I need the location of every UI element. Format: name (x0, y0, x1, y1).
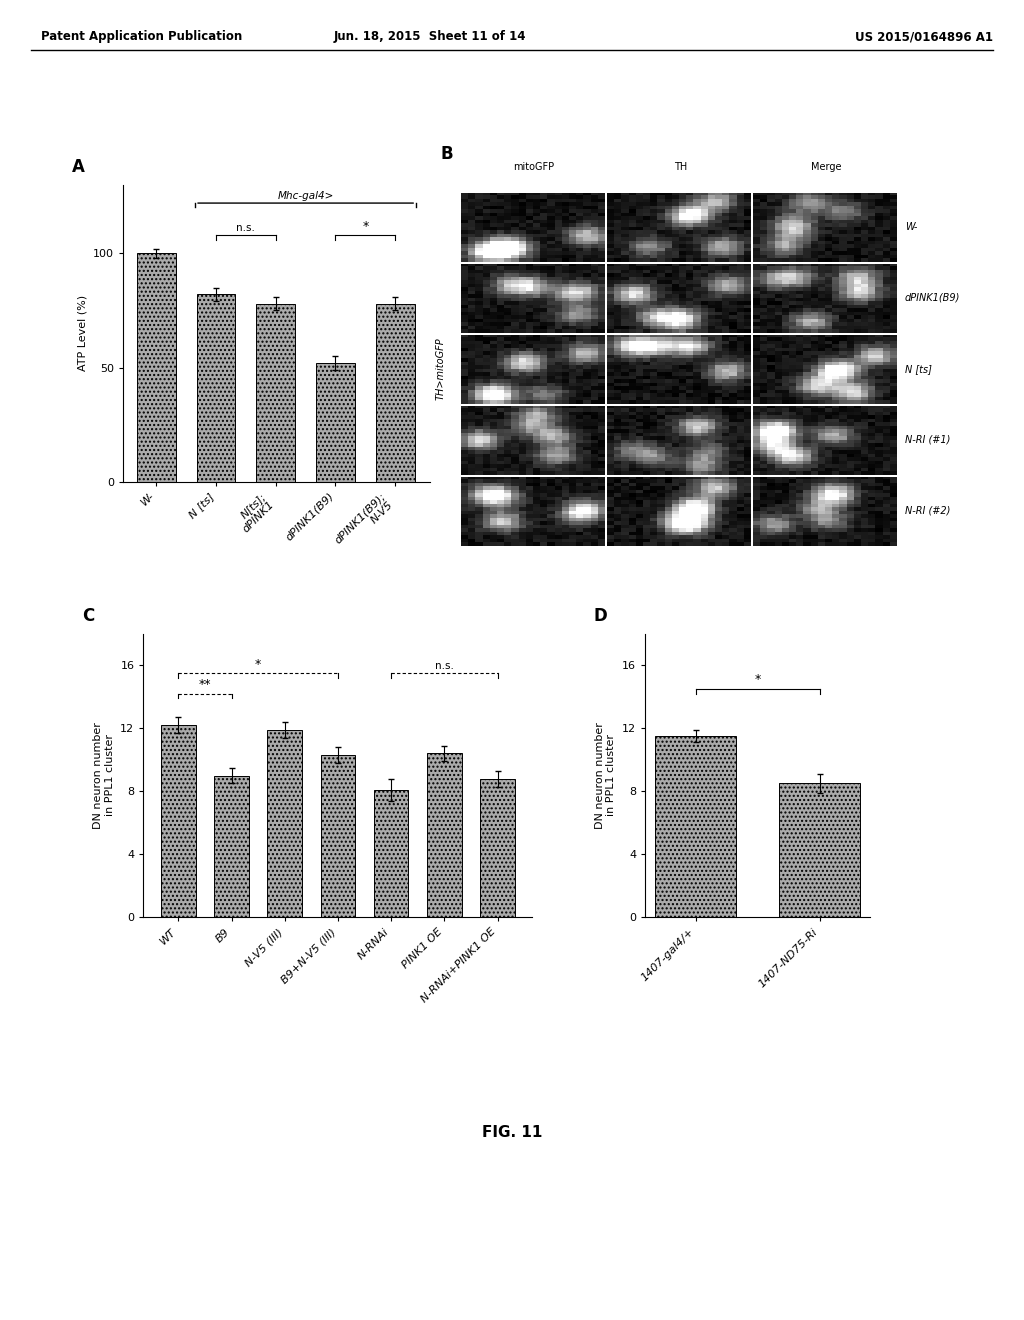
Y-axis label: ATP Level (%): ATP Level (%) (77, 296, 87, 371)
Text: *: * (362, 219, 369, 232)
Bar (376, 304, 415, 482)
Bar (321, 755, 355, 917)
Bar (197, 294, 236, 482)
Text: N-RI (#2): N-RI (#2) (905, 506, 950, 516)
Text: N [ts]: N [ts] (905, 364, 932, 374)
Text: *: * (755, 673, 761, 686)
Text: B: B (440, 145, 453, 164)
Bar (374, 789, 409, 917)
Bar (655, 737, 736, 917)
Text: Patent Application Publication: Patent Application Publication (41, 30, 243, 44)
Text: n.s.: n.s. (435, 660, 454, 671)
Text: A: A (72, 158, 85, 177)
Bar (214, 776, 249, 917)
Bar (316, 363, 355, 482)
Bar (427, 754, 462, 917)
Y-axis label: DN neuron number
in PPL1 cluster: DN neuron number in PPL1 cluster (595, 722, 616, 829)
Bar (256, 304, 295, 482)
Text: FIG. 11: FIG. 11 (482, 1125, 542, 1139)
Text: D: D (594, 607, 607, 626)
Text: TH>mitoGFP: TH>mitoGFP (435, 338, 445, 400)
Text: n.s.: n.s. (237, 223, 255, 232)
Bar (480, 779, 515, 917)
Text: dPINK1(B9): dPINK1(B9) (905, 293, 961, 302)
Text: mitoGFP: mitoGFP (513, 161, 555, 172)
Text: Jun. 18, 2015  Sheet 11 of 14: Jun. 18, 2015 Sheet 11 of 14 (334, 30, 526, 44)
Y-axis label: DN neuron number
in PPL1 cluster: DN neuron number in PPL1 cluster (93, 722, 115, 829)
Text: TH: TH (674, 161, 687, 172)
Bar (161, 725, 196, 917)
Text: Merge: Merge (811, 161, 842, 172)
Bar (137, 253, 176, 482)
Text: US 2015/0164896 A1: US 2015/0164896 A1 (855, 30, 993, 44)
Text: C: C (82, 607, 94, 626)
Bar (779, 783, 860, 917)
Text: **: ** (199, 678, 211, 692)
Text: W-: W- (905, 222, 918, 232)
Bar (267, 730, 302, 917)
Text: N-RI (#1): N-RI (#1) (905, 434, 950, 445)
Text: *: * (255, 657, 261, 671)
Text: Mhc-gal4>: Mhc-gal4> (278, 191, 334, 201)
